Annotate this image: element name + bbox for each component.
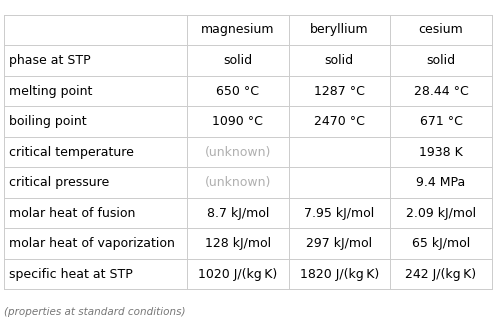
Text: 28.44 °C: 28.44 °C <box>414 84 468 97</box>
Text: 9.4 MPa: 9.4 MPa <box>417 176 466 189</box>
Text: magnesium: magnesium <box>201 24 274 37</box>
Text: 1020 J/(kg K): 1020 J/(kg K) <box>198 267 277 281</box>
Text: boiling point: boiling point <box>9 115 87 128</box>
Text: 1287 °C: 1287 °C <box>314 84 365 97</box>
Text: critical pressure: critical pressure <box>9 176 109 189</box>
Text: 2.09 kJ/mol: 2.09 kJ/mol <box>406 207 476 220</box>
Text: solid: solid <box>223 54 252 67</box>
Text: 8.7 kJ/mol: 8.7 kJ/mol <box>206 207 269 220</box>
Text: melting point: melting point <box>9 84 92 97</box>
Text: 65 kJ/mol: 65 kJ/mol <box>412 237 470 250</box>
Text: 650 °C: 650 °C <box>216 84 259 97</box>
Text: 7.95 kJ/mol: 7.95 kJ/mol <box>304 207 374 220</box>
Text: 2470 °C: 2470 °C <box>314 115 365 128</box>
Text: beryllium: beryllium <box>310 24 369 37</box>
Text: 671 °C: 671 °C <box>420 115 462 128</box>
Text: 242 J/(kg K): 242 J/(kg K) <box>405 267 477 281</box>
Text: cesium: cesium <box>419 24 463 37</box>
Text: molar heat of vaporization: molar heat of vaporization <box>9 237 175 250</box>
Text: (unknown): (unknown) <box>204 176 271 189</box>
Text: (unknown): (unknown) <box>204 146 271 159</box>
Text: solid: solid <box>325 54 354 67</box>
Text: solid: solid <box>427 54 456 67</box>
Text: (properties at standard conditions): (properties at standard conditions) <box>4 307 186 317</box>
Text: 297 kJ/mol: 297 kJ/mol <box>306 237 372 250</box>
Text: specific heat at STP: specific heat at STP <box>9 267 132 281</box>
Text: 128 kJ/mol: 128 kJ/mol <box>205 237 271 250</box>
Text: 1938 K: 1938 K <box>419 146 463 159</box>
Text: 1090 °C: 1090 °C <box>212 115 263 128</box>
Text: phase at STP: phase at STP <box>9 54 91 67</box>
Text: critical temperature: critical temperature <box>9 146 134 159</box>
Text: 1820 J/(kg K): 1820 J/(kg K) <box>300 267 379 281</box>
Text: molar heat of fusion: molar heat of fusion <box>9 207 135 220</box>
